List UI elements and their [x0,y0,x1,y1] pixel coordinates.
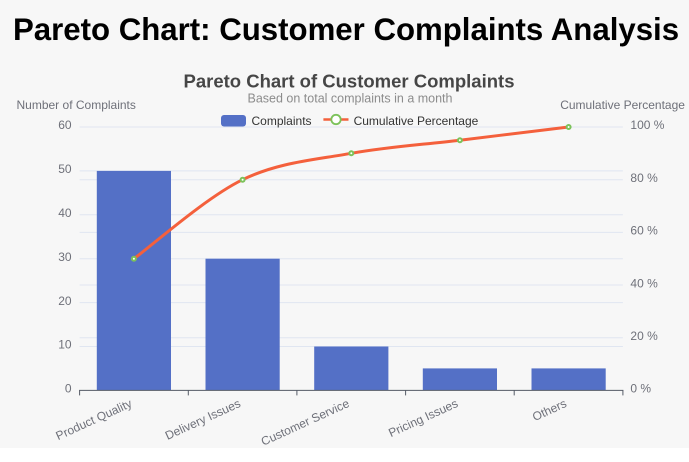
svg-text:Delivery Issues: Delivery Issues [163,396,243,442]
svg-text:100 %: 100 % [630,118,664,132]
svg-text:0: 0 [65,382,72,396]
svg-text:Cumulative Percentage: Cumulative Percentage [354,114,479,128]
svg-text:0 %: 0 % [630,382,651,396]
svg-text:40 %: 40 % [630,276,658,290]
svg-text:40: 40 [58,206,72,220]
svg-text:50: 50 [58,162,72,176]
svg-text:Complaints: Complaints [252,114,312,128]
svg-text:60 %: 60 % [630,224,658,238]
svg-text:Customer Service: Customer Service [259,396,352,448]
svg-text:20: 20 [58,294,72,308]
svg-text:30: 30 [58,250,72,264]
svg-text:Based on total complaints in a: Based on total complaints in a month [248,92,453,106]
svg-text:10: 10 [58,338,72,352]
svg-text:80 %: 80 % [630,171,658,185]
svg-text:20 %: 20 % [630,329,658,343]
svg-text:Cumulative Percentage: Cumulative Percentage [560,98,685,112]
svg-text:Pareto Chart of Customer Compl: Pareto Chart of Customer Complaints [184,71,515,92]
svg-text:Others: Others [530,396,569,424]
svg-text:Pricing Issues: Pricing Issues [386,396,460,440]
svg-text:Product Quality: Product Quality [54,396,134,443]
svg-text:60: 60 [58,118,72,132]
svg-text:Number of Complaints: Number of Complaints [17,98,136,112]
